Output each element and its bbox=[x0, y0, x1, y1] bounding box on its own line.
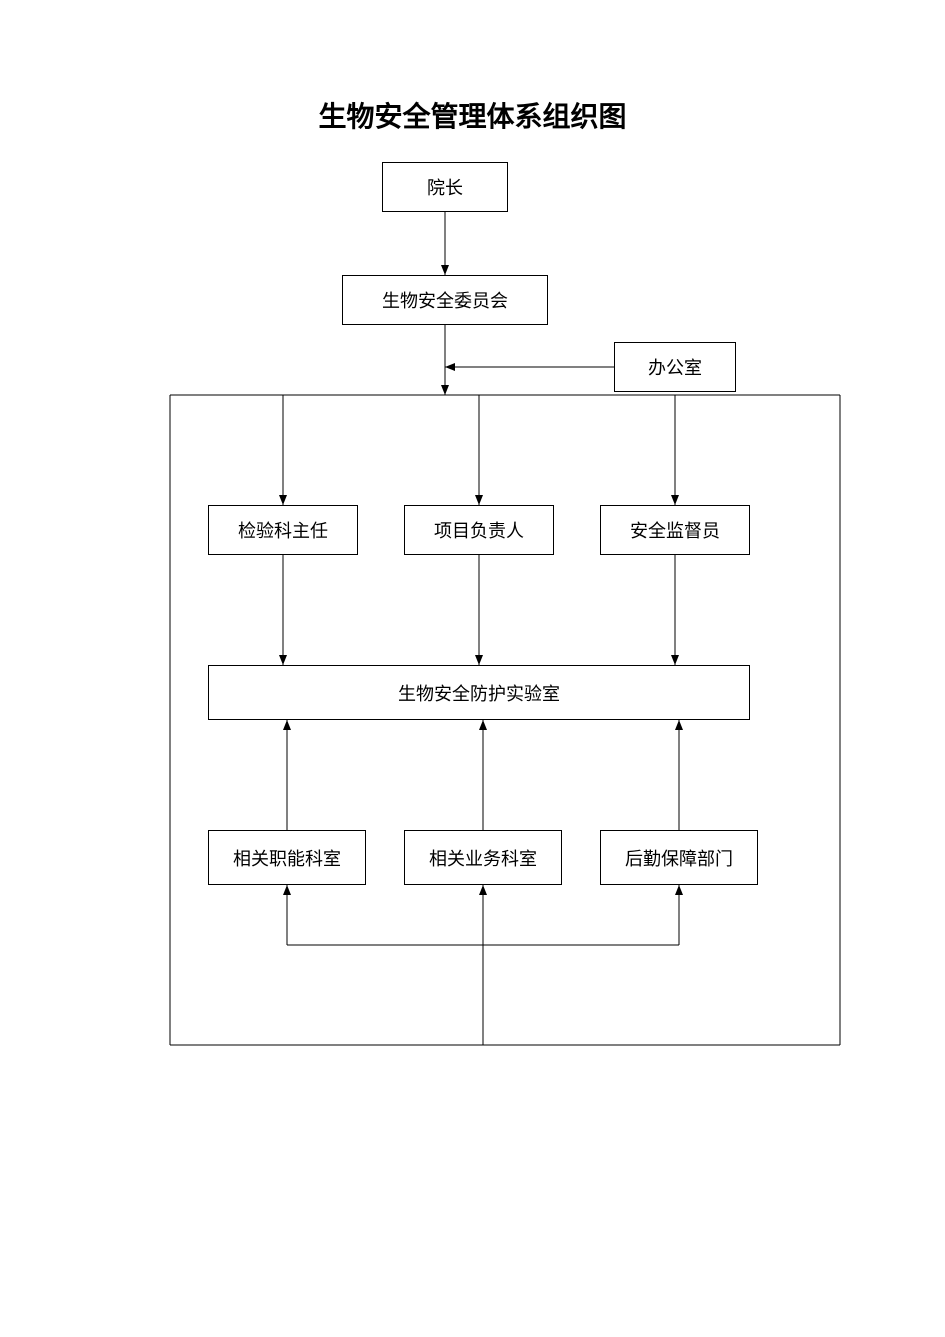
node-logistics: 后勤保障部门 bbox=[600, 830, 758, 885]
node-office: 办公室 bbox=[614, 342, 736, 392]
page: 生物安全管理体系组织图 院长生物安全委员会办公室检验科主任项目负责人安全监督员生… bbox=[0, 0, 945, 1337]
node-supervisor: 安全监督员 bbox=[600, 505, 750, 555]
node-lab: 生物安全防护实验室 bbox=[208, 665, 750, 720]
node-labdir: 检验科主任 bbox=[208, 505, 358, 555]
node-funcdept: 相关职能科室 bbox=[208, 830, 366, 885]
node-projlead: 项目负责人 bbox=[404, 505, 554, 555]
node-director: 院长 bbox=[382, 162, 508, 212]
node-bizdept: 相关业务科室 bbox=[404, 830, 562, 885]
node-committee: 生物安全委员会 bbox=[342, 275, 548, 325]
